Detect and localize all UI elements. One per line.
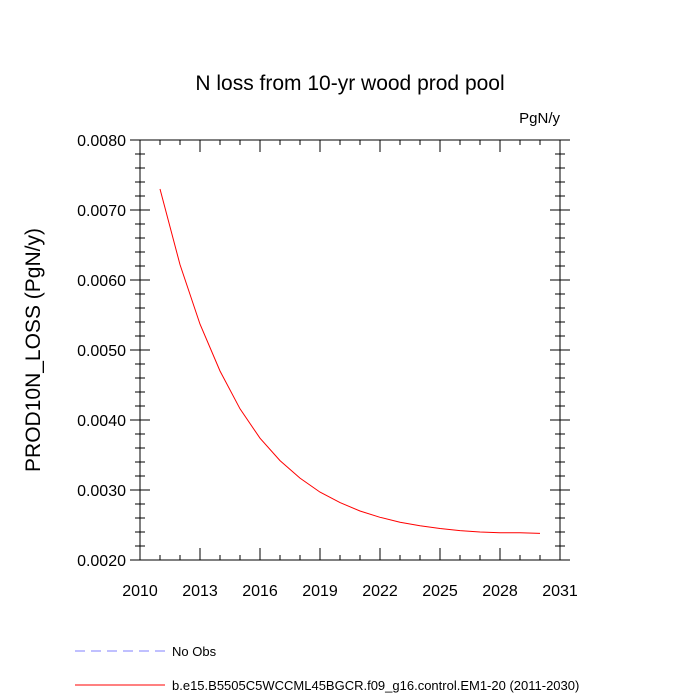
y-tick-label: 0.0050 (77, 343, 126, 360)
x-tick-label: 2025 (422, 583, 458, 600)
x-tick-label: 2019 (302, 583, 338, 600)
x-tick-label: 2013 (182, 583, 218, 600)
chart-title: N loss from 10-yr wood prod pool (195, 72, 504, 95)
series-layer (159, 188, 541, 534)
units-label: PgN/y (519, 110, 560, 127)
x-tick-label: 2016 (242, 583, 278, 600)
y-tick-label: 0.0060 (77, 273, 126, 290)
series-line (159, 188, 541, 534)
axes: 2010 2013 2016 2019 2022 2025 2028 2031 0.0020 0.… (77, 133, 578, 600)
x-tick-label: 2022 (362, 583, 398, 600)
legend-label-no-obs: No Obs (172, 644, 217, 659)
y-tick-label: 0.0030 (77, 483, 126, 500)
y-tick-label: 0.0080 (77, 133, 126, 150)
y-tick-label: 0.0040 (77, 413, 126, 430)
legend: No Obs b.e15.B5505C5WCCML45BGCR.f09_g16.… (75, 644, 579, 693)
x-tick-label: 2031 (542, 583, 578, 600)
legend-label-model: b.e15.B5505C5WCCML45BGCR.f09_g16.control… (172, 678, 579, 693)
y-tick-label: 0.0020 (77, 553, 126, 570)
y-axis-label: PROD10N_LOSS (PgN/y) (22, 228, 45, 472)
x-tick-label: 2028 (482, 583, 518, 600)
y-tick-label: 0.0070 (77, 203, 126, 220)
plot-frame (139, 139, 561, 561)
x-tick-label: 2010 (122, 583, 158, 600)
